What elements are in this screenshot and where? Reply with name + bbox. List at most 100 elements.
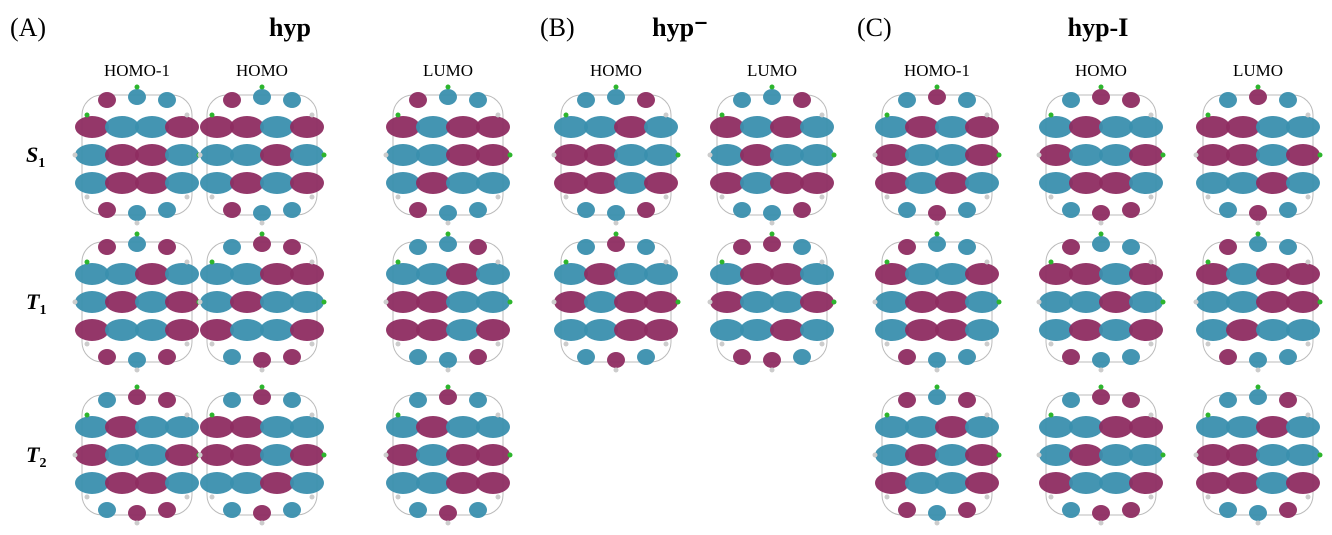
atom bbox=[384, 300, 389, 305]
orbital-lobe bbox=[1069, 172, 1103, 194]
orbital-lobe bbox=[260, 172, 294, 194]
orbital-image bbox=[384, 232, 513, 373]
orbital-lobe bbox=[416, 116, 450, 138]
orbital-lobe bbox=[158, 239, 176, 255]
orbital-lobe bbox=[135, 444, 169, 466]
atom bbox=[135, 521, 140, 526]
orbital-lobe bbox=[200, 319, 234, 341]
orbital-lobe bbox=[223, 92, 241, 108]
orbital-lobe bbox=[1226, 472, 1260, 494]
orbital-lobe bbox=[446, 144, 480, 166]
orbital-lobe bbox=[554, 144, 588, 166]
orbital-lobe bbox=[584, 116, 618, 138]
orbital-lobe bbox=[75, 144, 109, 166]
orbital-lobe bbox=[253, 389, 271, 405]
atom bbox=[446, 232, 451, 237]
orbital-lobe bbox=[416, 472, 450, 494]
orbital-lobe bbox=[409, 349, 427, 365]
orbital-lobe bbox=[386, 319, 420, 341]
orbital-lobe bbox=[1062, 239, 1080, 255]
orbital-lobe bbox=[416, 144, 450, 166]
orbital-lobe bbox=[98, 92, 116, 108]
orbital-lobe bbox=[958, 349, 976, 365]
orbital-lobe bbox=[710, 116, 744, 138]
column-label: HOMO bbox=[590, 61, 642, 80]
orbital-lobe bbox=[1122, 392, 1140, 408]
atom bbox=[1049, 195, 1054, 200]
orbital-lobe bbox=[128, 389, 146, 405]
orbital-lobe bbox=[1249, 205, 1267, 221]
orbital-lobe bbox=[1286, 291, 1320, 313]
atom bbox=[135, 232, 140, 237]
orbital-lobe bbox=[1256, 172, 1290, 194]
atom bbox=[1099, 232, 1104, 237]
orbital-lobe bbox=[75, 172, 109, 194]
orbital-lobe bbox=[554, 116, 588, 138]
orbital-lobe bbox=[607, 205, 625, 221]
figure: (A)hypHOMO-1HOMOLUMO(B)hyp⁻HOMOLUMO(C)hy… bbox=[0, 0, 1332, 535]
orbital-lobe bbox=[905, 263, 939, 285]
column-label: HOMO-1 bbox=[104, 61, 170, 80]
orbital-lobe bbox=[416, 416, 450, 438]
orbital-image bbox=[708, 85, 837, 226]
orbital-lobe bbox=[1226, 291, 1260, 313]
row-subscript: 1 bbox=[39, 303, 46, 318]
orbital-lobe bbox=[290, 291, 324, 313]
orbital-lobe bbox=[1129, 291, 1163, 313]
orbital-lobe bbox=[935, 319, 969, 341]
orbital-lobe bbox=[439, 236, 457, 252]
atom bbox=[73, 453, 78, 458]
orbital-lobe bbox=[1039, 319, 1073, 341]
orbital-lobe bbox=[1069, 144, 1103, 166]
orbital-lobe bbox=[1039, 172, 1073, 194]
orbital-image bbox=[708, 232, 837, 373]
orbital-lobe bbox=[800, 319, 834, 341]
orbital-lobe bbox=[446, 472, 480, 494]
orbital-lobe bbox=[577, 92, 595, 108]
orbital-lobe bbox=[260, 444, 294, 466]
orbital-lobe bbox=[614, 291, 648, 313]
orbital-lobe bbox=[584, 291, 618, 313]
orbital-lobe bbox=[1196, 319, 1230, 341]
orbital-lobe bbox=[770, 319, 804, 341]
orbital-lobe bbox=[763, 205, 781, 221]
orbital-lobe bbox=[935, 291, 969, 313]
orbital-lobe bbox=[283, 92, 301, 108]
orbital-lobe bbox=[439, 352, 457, 368]
atom bbox=[210, 113, 215, 118]
orbital-lobe bbox=[476, 144, 510, 166]
atom bbox=[1037, 300, 1042, 305]
orbital-lobe bbox=[165, 319, 199, 341]
orbital-lobe bbox=[469, 92, 487, 108]
orbital-lobe bbox=[905, 319, 939, 341]
orbital-lobe bbox=[905, 172, 939, 194]
column-label: LUMO bbox=[423, 61, 473, 80]
orbital-lobe bbox=[1256, 444, 1290, 466]
atom bbox=[935, 521, 940, 526]
orbital-lobe bbox=[1129, 319, 1163, 341]
atom bbox=[210, 260, 215, 265]
atom bbox=[446, 85, 451, 90]
atom bbox=[310, 342, 315, 347]
orbital-lobe bbox=[75, 291, 109, 313]
orbital-lobe bbox=[200, 144, 234, 166]
atom bbox=[446, 368, 451, 373]
atom bbox=[310, 113, 315, 118]
orbital-lobe bbox=[223, 239, 241, 255]
atom bbox=[322, 153, 327, 158]
atom bbox=[446, 385, 451, 390]
panel-title: hyp⁻ bbox=[652, 13, 708, 42]
atom bbox=[1049, 495, 1054, 500]
atom bbox=[1049, 413, 1054, 418]
orbital-lobe bbox=[637, 202, 655, 218]
orbital-lobe bbox=[260, 319, 294, 341]
orbital-lobe bbox=[290, 416, 324, 438]
atom bbox=[496, 342, 501, 347]
orbital-lobe bbox=[1062, 202, 1080, 218]
orbital-lobe bbox=[290, 472, 324, 494]
orbital-lobe bbox=[898, 392, 916, 408]
orbital-lobe bbox=[740, 319, 774, 341]
orbital-lobe bbox=[260, 116, 294, 138]
atom bbox=[614, 221, 619, 226]
orbital-lobe bbox=[75, 116, 109, 138]
